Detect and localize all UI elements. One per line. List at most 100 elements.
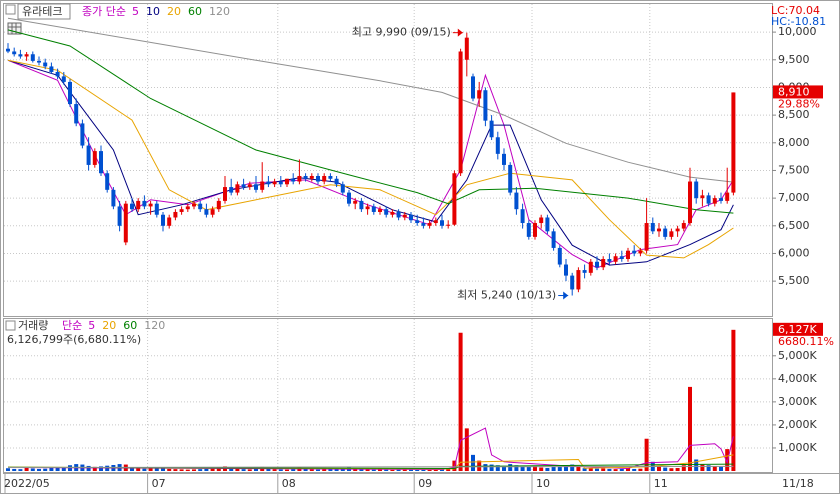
indicator: LC:70.04 bbox=[771, 4, 820, 17]
volume-bar bbox=[322, 469, 327, 471]
candle-body bbox=[427, 223, 432, 226]
y-tick-label: 10,000 bbox=[778, 25, 817, 38]
volume-bar bbox=[216, 467, 221, 471]
legend-entry: 5 bbox=[132, 5, 139, 18]
candle-body bbox=[688, 181, 692, 224]
candle-body bbox=[557, 247, 562, 265]
x-tick-label: 10 bbox=[536, 477, 550, 490]
candle-body bbox=[613, 256, 618, 262]
volume-bar bbox=[520, 466, 525, 471]
candle-body bbox=[576, 270, 581, 290]
volume-bar bbox=[533, 465, 537, 471]
volume-bar bbox=[700, 464, 705, 471]
volume-tag-label: 6,127K bbox=[778, 323, 817, 336]
candle-body bbox=[12, 51, 17, 55]
candle-body bbox=[675, 228, 680, 232]
volume-bar bbox=[353, 468, 358, 471]
candle-body bbox=[18, 54, 23, 57]
volume-bar bbox=[148, 468, 153, 471]
volume-bar bbox=[471, 454, 475, 471]
candle-body bbox=[247, 184, 252, 188]
candle-body bbox=[117, 206, 122, 226]
volume-bar bbox=[384, 469, 389, 471]
volume-bar bbox=[712, 466, 717, 471]
candle-body bbox=[632, 250, 637, 254]
volume-bar bbox=[427, 469, 432, 471]
volume-bar bbox=[607, 468, 612, 471]
candle-body bbox=[458, 51, 463, 174]
legend-entry: 20 bbox=[167, 5, 181, 18]
volume-bar bbox=[266, 468, 271, 471]
volume-bar bbox=[390, 469, 395, 471]
candle-body bbox=[235, 184, 240, 193]
volume-summary: 6,126,799주(6,680.11%) bbox=[7, 333, 141, 346]
volume-bar bbox=[421, 469, 426, 471]
candle-body bbox=[216, 200, 221, 210]
y-tick-label: 4,000K bbox=[778, 372, 817, 385]
candle-body bbox=[68, 81, 72, 105]
candle-body bbox=[706, 195, 711, 204]
volume-bar bbox=[359, 469, 364, 471]
grid-icon[interactable] bbox=[7, 22, 22, 35]
annotation-arrowhead bbox=[563, 291, 569, 300]
candle-body bbox=[520, 209, 525, 224]
candle-body bbox=[539, 217, 544, 224]
candle-body bbox=[309, 175, 314, 179]
volume-bar bbox=[545, 468, 550, 471]
candle-body bbox=[210, 209, 215, 215]
candle-body bbox=[179, 209, 184, 212]
volume-bar bbox=[316, 469, 320, 471]
candle-body bbox=[514, 192, 519, 210]
candle-body bbox=[402, 214, 407, 218]
volume-bar bbox=[37, 468, 41, 471]
y-tick-label: 5,000K bbox=[778, 349, 817, 362]
ma-line bbox=[7, 59, 734, 259]
candle-body bbox=[278, 181, 283, 185]
candle-body bbox=[452, 173, 457, 225]
volume-title: 거래량 bbox=[18, 319, 48, 332]
checkbox[interactable] bbox=[5, 4, 16, 15]
candle-body bbox=[61, 76, 66, 82]
volume-bar bbox=[285, 469, 289, 471]
volume-bar bbox=[365, 469, 370, 471]
candle-body bbox=[322, 175, 327, 182]
volume-bar bbox=[440, 469, 444, 471]
candle-body bbox=[551, 231, 556, 248]
volume-bar bbox=[173, 469, 178, 471]
volume-bar bbox=[24, 467, 29, 471]
volume-bar bbox=[130, 467, 134, 471]
volume-bar bbox=[12, 468, 17, 471]
candle-body bbox=[396, 211, 401, 218]
candle-body bbox=[198, 203, 203, 210]
candle-body bbox=[55, 71, 60, 77]
candle-body bbox=[626, 250, 630, 260]
volume-bar bbox=[303, 468, 308, 471]
candle-body bbox=[86, 145, 91, 165]
volume-bar bbox=[415, 469, 420, 471]
candle-body bbox=[588, 261, 593, 273]
candle-body bbox=[272, 181, 277, 185]
volume-bar bbox=[99, 466, 103, 471]
candle-body bbox=[192, 203, 196, 207]
candle-body bbox=[266, 181, 271, 185]
y-tick-label: 7,000 bbox=[778, 191, 810, 204]
title-box bbox=[17, 3, 71, 20]
legend-entry: 20 bbox=[102, 319, 116, 332]
candle-body bbox=[347, 192, 351, 204]
checkbox[interactable] bbox=[5, 320, 16, 331]
volume-bar bbox=[272, 469, 277, 471]
candle-body bbox=[297, 175, 302, 182]
candle-body bbox=[260, 181, 265, 190]
price-tag bbox=[773, 85, 823, 99]
volume-bar bbox=[204, 468, 209, 471]
volume-bar bbox=[464, 428, 469, 471]
candle-body bbox=[712, 198, 717, 204]
legend-prefix: 종가 단순 bbox=[82, 5, 126, 18]
volume-bar bbox=[229, 468, 234, 471]
volume-bar bbox=[663, 467, 668, 471]
annotation: 최저 5,240 (10/13) bbox=[457, 289, 556, 302]
volume-bar bbox=[688, 386, 692, 471]
volume-bar bbox=[142, 468, 147, 471]
volume-bar bbox=[154, 468, 159, 471]
